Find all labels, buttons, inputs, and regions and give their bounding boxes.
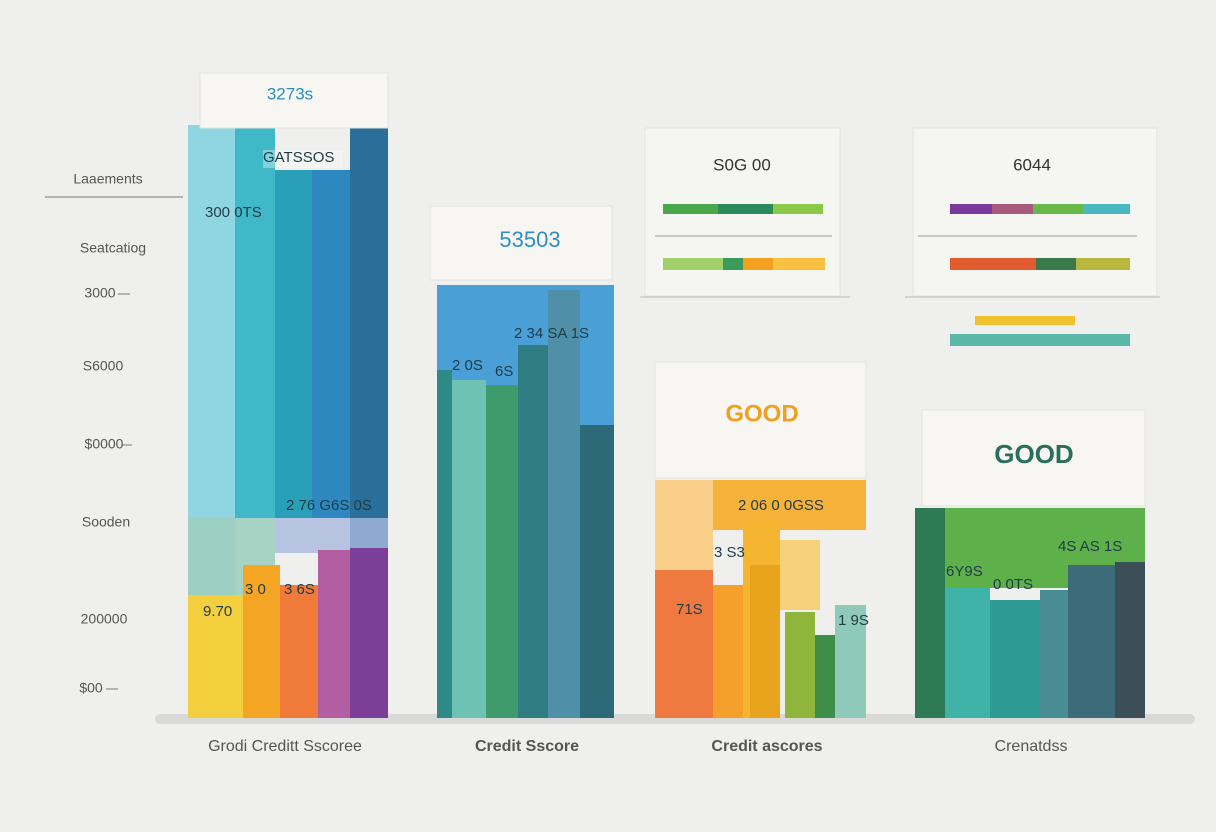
shape xyxy=(990,600,1040,718)
bar-label: 71S xyxy=(676,601,703,618)
shape xyxy=(429,205,613,281)
bar-label: 3 0 xyxy=(245,581,266,598)
column-header: 3273s xyxy=(267,84,313,103)
shape xyxy=(280,585,318,718)
column-caption: Crenatdss xyxy=(995,738,1068,755)
shape xyxy=(773,258,825,270)
shape xyxy=(663,204,718,214)
shape xyxy=(713,585,743,718)
shape xyxy=(1115,562,1145,718)
shape xyxy=(263,150,343,168)
shape xyxy=(780,540,820,610)
bar-label: 2 76 G6S 0S xyxy=(286,497,372,514)
column xyxy=(429,205,614,718)
bar-label: 2 34 SA 1S xyxy=(514,325,589,342)
bar-label: 3 6S xyxy=(284,581,315,598)
shape xyxy=(975,316,1075,325)
column xyxy=(654,361,867,718)
shape xyxy=(1083,204,1130,214)
panel xyxy=(905,127,1160,346)
side-label: Laaements xyxy=(73,171,142,187)
shape xyxy=(580,425,614,718)
shape xyxy=(1040,590,1068,718)
shape xyxy=(350,548,388,718)
side-label: Seatcatiog xyxy=(80,240,146,256)
panel xyxy=(640,127,850,298)
shape xyxy=(655,570,713,718)
panel-title: 6044 xyxy=(1013,155,1051,174)
shape xyxy=(835,605,866,718)
shape xyxy=(773,204,823,214)
shape xyxy=(518,345,548,718)
shape xyxy=(654,361,867,479)
bar-label: 4S AS 1S xyxy=(1058,538,1122,555)
shape xyxy=(486,385,518,718)
side-label: 3000 xyxy=(84,285,115,301)
shape xyxy=(1076,258,1130,270)
side-label: $00 xyxy=(79,680,103,696)
shape xyxy=(243,565,280,718)
bar-label: GATSSOS xyxy=(263,149,334,166)
shape xyxy=(312,170,350,518)
shape xyxy=(452,380,486,718)
column xyxy=(915,409,1146,718)
shape xyxy=(950,334,1130,346)
shape xyxy=(921,409,1146,507)
shape xyxy=(188,595,243,718)
column-caption: Credit ascores xyxy=(711,738,822,755)
shape xyxy=(199,72,389,129)
side-label: $0000 xyxy=(85,436,124,452)
bar-label: 1 9S xyxy=(838,612,869,629)
side-label: 200000 xyxy=(81,611,128,627)
shape xyxy=(945,588,990,718)
side-label: Sooden xyxy=(82,514,130,530)
bar-label: 2 06 0 0GSS xyxy=(738,497,824,514)
shape xyxy=(318,550,350,718)
shape xyxy=(235,128,275,518)
shape xyxy=(950,204,992,214)
shape xyxy=(750,565,780,718)
bar-label: 2 0S xyxy=(452,357,483,374)
bar-label: 9.70 xyxy=(203,603,232,620)
shape xyxy=(718,204,773,214)
side-label: S6000 xyxy=(83,358,124,374)
shape xyxy=(815,635,835,718)
shape xyxy=(1068,565,1115,718)
shape xyxy=(548,290,580,718)
column-caption: Credit Sscore xyxy=(475,738,579,755)
shape xyxy=(950,258,1036,270)
bar-label: 0 0TS xyxy=(993,576,1033,593)
bar-label: 6Y9S xyxy=(946,563,983,580)
column-header: 53503 xyxy=(499,227,560,252)
shape xyxy=(275,170,312,518)
shape xyxy=(663,258,723,270)
panel-title: S0G 00 xyxy=(713,155,771,174)
bar-label: 300 0TS xyxy=(205,204,262,221)
bar-label: 3 S3 xyxy=(714,544,745,561)
column-caption: Grodi Creditt Sscoree xyxy=(208,738,362,755)
shape xyxy=(785,612,815,718)
column-header: GOOD xyxy=(994,439,1073,469)
column-header: GOOD xyxy=(725,400,798,427)
shape xyxy=(437,370,452,718)
shape xyxy=(992,204,1033,214)
shape xyxy=(1033,204,1083,214)
bar-label: 6S xyxy=(495,363,513,380)
shape xyxy=(723,258,743,270)
column xyxy=(188,72,389,718)
shape xyxy=(915,508,945,718)
shape xyxy=(1036,258,1076,270)
shape xyxy=(275,518,388,553)
shape xyxy=(743,258,773,270)
